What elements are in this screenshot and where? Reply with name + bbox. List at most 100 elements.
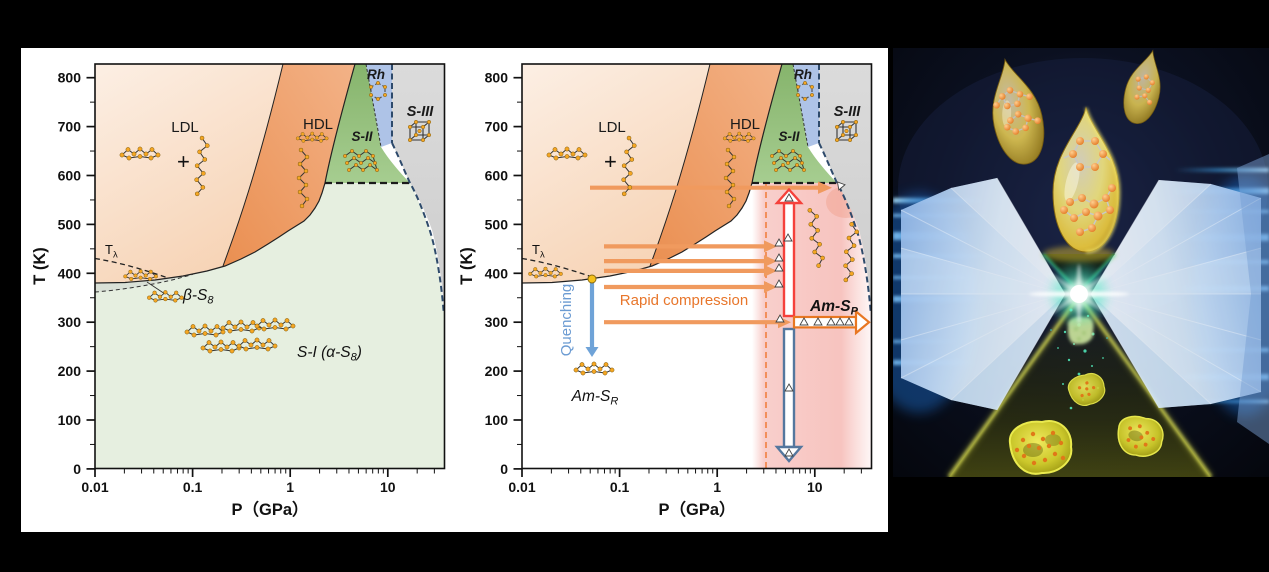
s3-label: S-III [407,104,435,120]
s3-melt-dashed [391,142,446,315]
x-axis-title: P（GPa） [658,499,735,519]
equilibrium-phase-diagram: LDL + HDL S-II Rh S-III Tλ β-S8 S-I (α-S… [31,63,446,519]
start-point-marker [587,274,597,284]
amorphous-sulfur-chunk [1008,419,1073,475]
molecule-in-droplet [993,86,1041,135]
axis-ticks: 0 100 200 300 400 500 600 700 800 0.01 0.1 1 10 [485,70,862,495]
rapid-compression-arrows [590,181,832,329]
dac-render [893,48,1269,477]
phase-boundaries [94,63,446,315]
phase-regions [522,64,872,469]
diamond-anvil-right [1090,154,1269,444]
liquid-sulfur-droplet [1123,49,1161,124]
s1-alpha-s8-label: S-I (α-S8) [297,344,362,364]
hdl-label: HDL [303,116,333,133]
y-tick-label: 700 [485,119,509,135]
rh-label: Rh [367,67,385,82]
melting-curve [521,182,753,284]
y-tick-label: 600 [58,167,82,183]
region-beta-s8 [95,274,193,292]
quenching-label: Quenching [558,284,575,357]
diamond-anvil-cell-illustration [893,48,1269,477]
x-tick-label: 10 [380,479,396,495]
y-tick-label: 600 [485,167,509,183]
rh-left-dashed [365,63,382,148]
region-s3 [819,64,872,314]
y-tick-label: 100 [58,412,82,428]
t-lambda-label: Tλ [105,242,118,261]
diamond-anvil-left [900,177,1066,411]
beta-lower-dashed [94,273,194,293]
region-hdl [650,64,782,266]
t-lambda-label: Tλ [532,242,545,261]
y-axis-title: T (K) [31,247,49,285]
region-s2 [752,64,837,183]
region-s3 [392,64,445,314]
rapid-compression-label: Rapid compression [620,292,748,309]
ldl-label: LDL [598,119,626,136]
melting-curve [94,182,326,284]
molecule-in-droplet [1060,137,1116,236]
y-tick-label: 700 [58,119,82,135]
mixture-plus-sign: + [177,149,190,174]
x-tick-label: 0.1 [610,479,630,495]
plot-frame [521,63,873,470]
x-tick-label: 0.1 [183,479,203,495]
s3-label: S-III [834,104,862,120]
phase-boundaries [521,63,873,468]
s2-label: S-II [351,129,372,144]
liquid-sulfur-droplet [992,57,1045,165]
s2-label: S-II [778,129,799,144]
y-tick-label: 500 [58,216,82,232]
y-axis-title: T (K) [458,247,476,285]
compression-pathway-diagram: LDL + HDL S-II Rh S-III Tλ Quenching Rap… [458,63,873,519]
y-tick-label: 0 [73,461,81,477]
rh-label: Rh [794,67,812,82]
region-s2 [325,64,410,183]
y-tick-label: 0 [500,461,508,477]
hdl-label: HDL [730,116,760,133]
region-rh [366,64,392,147]
rh-left-dashed [792,63,809,148]
y-tick-label: 800 [58,70,82,86]
x-tick-label: 1 [286,479,294,495]
x-tick-label: 0.01 [81,479,108,495]
am-sp-label: Am-SP [809,298,858,318]
plot-frame [94,63,446,470]
molecule-in-droplet [1134,74,1155,105]
y-tick-label: 800 [485,70,509,86]
y-tick-label: 300 [485,314,509,330]
edge-crystal [1237,154,1269,444]
t-lambda-dashed [94,257,169,279]
y-tick-label: 400 [485,265,509,281]
x-axis-title: P（GPa） [231,499,308,519]
y-tick-label: 500 [485,216,509,232]
compression-arrow-300K-open [792,309,871,336]
am-sr-ring-icon [573,361,615,376]
hdl-s2-line [751,63,783,184]
x-tick-label: 0.01 [508,479,535,495]
ldl-label: LDL [171,119,199,136]
region-hdl [223,64,355,266]
pathway-arrows [585,178,871,463]
region-rh [793,64,819,147]
y-tick-label: 200 [485,363,509,379]
amorphous-sulfur-chunk [1067,373,1106,406]
y-tick-label: 100 [485,412,509,428]
y-tick-label: 400 [58,265,82,281]
x-tick-label: 1 [713,479,721,495]
ldl-hdl-line [649,63,711,267]
quenching-arrow [585,274,599,357]
phase-diagram-panel: LDL + HDL S-II Rh S-III Tλ β-S8 S-I (α-S… [21,48,888,532]
am-sr-label: Am-SR [571,388,619,408]
beta-s8-label: β-S8 [182,287,214,307]
hdl-s2-line [324,63,356,184]
ldl-hdl-line [222,63,284,267]
amorphous-sulfur-chunk [1117,415,1164,457]
axis-ticks: 0 100 200 300 400 500 600 700 800 0.01 0.1 1 10 [58,70,435,495]
s3-melt-dashed [818,142,873,315]
y-tick-label: 300 [58,314,82,330]
mixture-plus-sign: + [604,149,617,174]
beta-connector-line [146,281,166,295]
